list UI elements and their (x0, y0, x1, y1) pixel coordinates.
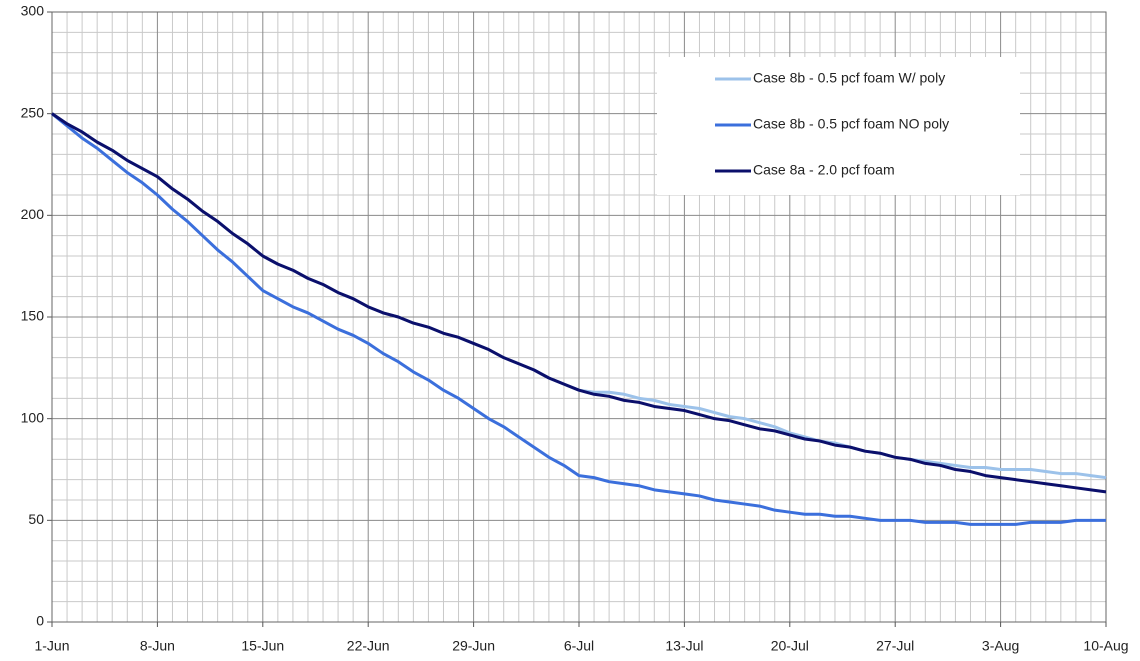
x-tick-label: 29-Jun (452, 638, 495, 654)
x-tick-label: 27-Jul (876, 638, 914, 654)
x-tick-label: 3-Aug (982, 638, 1019, 654)
x-tick-label: 20-Jul (771, 638, 809, 654)
x-tick-label: 8-Jun (140, 638, 175, 654)
y-tick-label: 200 (21, 206, 45, 222)
x-tick-label: 6-Jul (564, 638, 594, 654)
y-tick-label: 0 (36, 613, 44, 629)
x-tick-label: 13-Jul (665, 638, 703, 654)
series-line (51, 112, 1106, 526)
y-tick-label: 300 (21, 3, 45, 19)
y-tick-label: 100 (21, 409, 45, 425)
legend-label: Case 8b - 0.5 pcf foam W/ poly (753, 70, 945, 86)
legend-label: Case 8b - 0.5 pcf foam NO poly (753, 116, 949, 132)
y-tick-label: 50 (28, 511, 44, 527)
x-tick-label: 10-Aug (1083, 638, 1128, 654)
series-line (51, 112, 1107, 494)
y-tick-label: 150 (21, 308, 45, 324)
x-tick-label: 1-Jun (34, 638, 69, 654)
y-tick-label: 250 (21, 104, 45, 120)
x-tick-label: 15-Jun (241, 638, 284, 654)
x-tick-label: 22-Jun (347, 638, 390, 654)
legend-label: Case 8a - 2.0 pcf foam (753, 162, 895, 178)
